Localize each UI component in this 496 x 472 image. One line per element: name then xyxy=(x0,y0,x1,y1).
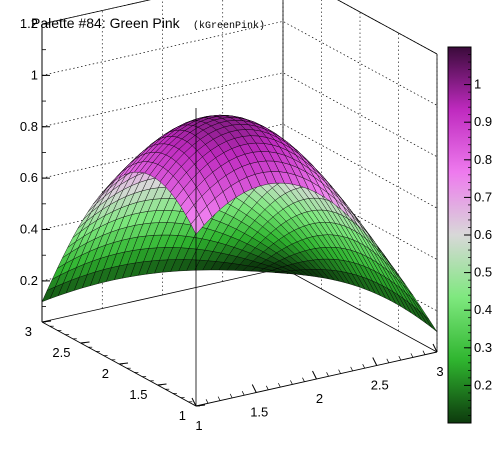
x-tick-label-1: 1.5 xyxy=(250,405,268,420)
x-minor-tick xyxy=(350,366,353,372)
color-scale: 0.2 0.3 0.4 0.5 0.6 0.7 0.8 0.9 1 xyxy=(447,46,492,424)
colorbar-tick-label-4: 0.6 xyxy=(474,227,492,242)
frame-base-front xyxy=(41,321,438,407)
x-minor-tick xyxy=(410,353,414,358)
x-minor-tick xyxy=(302,377,305,382)
x-minor-tick xyxy=(265,385,269,390)
x-minor-tick xyxy=(205,399,209,404)
z-tick-label-1: 0.4 xyxy=(20,222,38,237)
y-tick-label-2: 2 xyxy=(102,366,109,381)
x-minor-tick xyxy=(217,396,221,401)
title: Palette #84: Green Pink (kGreenPink) xyxy=(31,15,265,32)
x-tick-label-0: 1 xyxy=(195,418,202,433)
x-minor-tick xyxy=(326,372,329,377)
colorbar-tick-label-1: 0.3 xyxy=(474,340,492,355)
z-tick-label-2: 0.6 xyxy=(20,170,38,185)
x-minor-tick xyxy=(386,358,390,363)
x-minor-tick xyxy=(362,364,366,369)
z-tick-label-4: 1 xyxy=(31,67,38,82)
colorbar-tick-label-3: 0.5 xyxy=(474,265,492,280)
axes: 0.2 0.4 0.6 0.8 1 1.2 1 1.5 2 2.5 3 1 1.5 2 2.5 3 xyxy=(20,16,444,433)
y-tick-label-3: 2.5 xyxy=(52,345,70,360)
x-minor-tick xyxy=(434,347,438,353)
x-minor-tick xyxy=(193,401,197,407)
x-minor-tick xyxy=(229,393,233,399)
colorbar-tick-label-8: 1 xyxy=(474,77,481,92)
x-tick-label-3: 2.5 xyxy=(371,378,389,393)
colorbar-tick-label-2: 0.4 xyxy=(474,302,492,317)
x-minor-tick xyxy=(241,391,245,396)
y-tick-label-0: 1 xyxy=(179,408,186,423)
x-tick-label-4: 3 xyxy=(436,364,443,379)
z-gridline-4 xyxy=(41,21,438,106)
x-minor-tick xyxy=(314,374,317,380)
frame-top-back xyxy=(41,0,438,55)
x-minor-tick xyxy=(253,388,257,393)
chart-title-code: (kGreenPink) xyxy=(193,20,265,32)
x-minor-tick xyxy=(290,380,293,385)
chart-title: Palette #84: Green Pink xyxy=(31,15,181,31)
colorbar-tick-label-7: 0.9 xyxy=(474,114,492,129)
x-minor-tick xyxy=(374,361,378,366)
x-minor-tick xyxy=(338,369,341,374)
x-minor-tick xyxy=(278,382,281,388)
x-minor-tick xyxy=(398,355,402,361)
x-minor-tick xyxy=(422,350,426,355)
x-tick-label-2: 2 xyxy=(316,391,323,406)
colorbar-tick-label-0: 0.2 xyxy=(474,377,492,392)
z-tick-label-5: 1.2 xyxy=(20,16,38,31)
y-tick-label-4: 3 xyxy=(25,324,32,339)
surface-cell xyxy=(190,214,205,235)
surface-mesh xyxy=(41,114,438,332)
z-tick-label-0: 0.2 xyxy=(20,273,38,288)
y-tick-label-1: 1.5 xyxy=(129,387,147,402)
colorbar-tick-label-5: 0.7 xyxy=(474,189,492,204)
colorbar-tick-label-6: 0.8 xyxy=(474,152,492,167)
z-tick-label-3: 0.8 xyxy=(20,119,38,134)
